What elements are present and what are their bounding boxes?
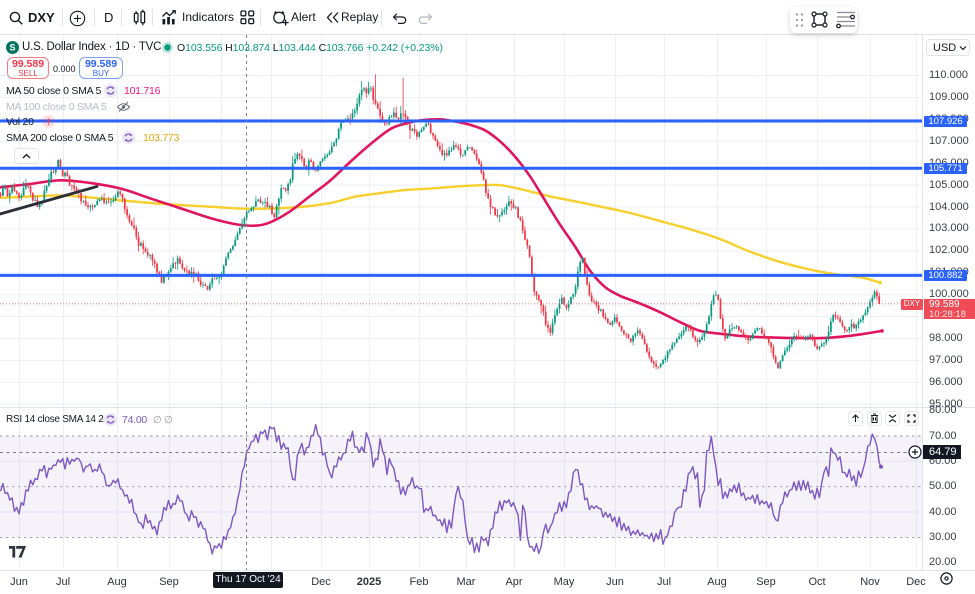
svg-text:!: ! (47, 117, 50, 128)
svg-text:S: S (9, 43, 15, 53)
